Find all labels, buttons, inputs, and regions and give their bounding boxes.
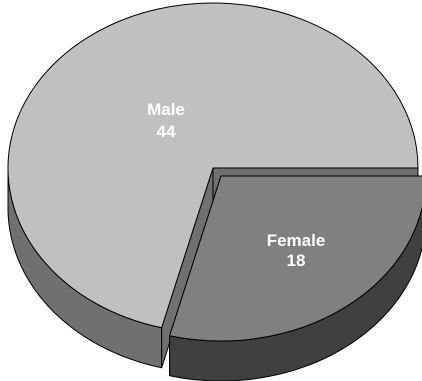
pie-tops xyxy=(7,2,422,342)
pie-labels: Male 44 Female 18 xyxy=(147,100,325,270)
slice-label-male-value: 44 xyxy=(157,122,176,141)
slice-label-female-name: Female xyxy=(267,231,326,250)
pie-slice-female xyxy=(168,175,422,342)
slice-label-male-name: Male xyxy=(147,100,185,119)
pie-slice-male xyxy=(7,2,419,329)
slice-label-female-value: 18 xyxy=(287,251,306,270)
